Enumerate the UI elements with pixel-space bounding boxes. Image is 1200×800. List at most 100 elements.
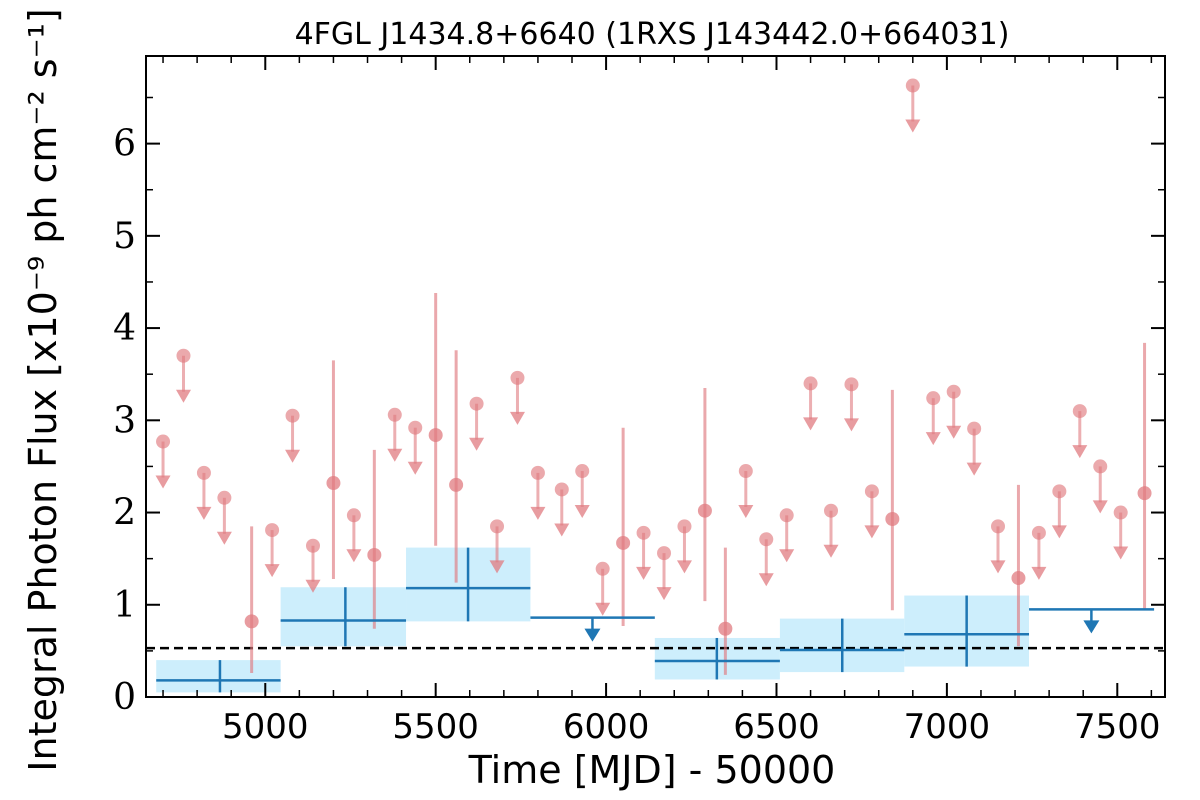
fine-upper-limit-arrow [530, 506, 546, 520]
fine-upper-limit-point [905, 78, 920, 93]
fine-upper-limit-arrow [407, 461, 423, 475]
fine-upper-limit-arrow [574, 505, 590, 519]
fine-upper-limit-point [803, 376, 818, 391]
x-tick-label: 6000 [563, 707, 650, 747]
plot-frame [145, 55, 1166, 698]
fine-upper-limit-point [926, 391, 941, 406]
fine-upper-limit-arrow [1031, 566, 1047, 580]
fine-upper-limit-point [864, 484, 879, 499]
y-tick-label: 2 [113, 493, 136, 534]
fine-upper-limit-point [946, 384, 961, 399]
fine-data-point [1011, 571, 1026, 586]
coarse-bin-band [280, 587, 407, 647]
fine-upper-limit-arrow [966, 462, 982, 476]
fine-upper-limit-point [1031, 525, 1046, 540]
coarse-bin-band [156, 660, 281, 693]
fine-upper-limit-arrow [346, 549, 362, 563]
axis-tick-labels: 5000 5500 6000 6500 7000 7500 0 1 2 3 4 5 6 [113, 124, 1160, 747]
coarse-upper-limit-arrow [584, 628, 601, 642]
x-axis-label: Time [MJD] - 50000 [468, 748, 836, 792]
fine-upper-limit-point [636, 525, 651, 540]
fine-upper-limit-arrow [305, 579, 321, 593]
fine-upper-limit-point [595, 561, 610, 576]
fine-data-point [244, 614, 259, 629]
fine-data-point [1137, 486, 1152, 501]
fine-upper-limit-point [530, 465, 545, 480]
fine-upper-limit-point [824, 503, 839, 518]
fine-upper-limit-arrow [676, 560, 692, 574]
fine-data-point [367, 547, 382, 562]
x-tick-label: 7500 [1074, 707, 1161, 747]
fine-upper-limit-arrow [1072, 445, 1088, 459]
fine-upper-limit-arrow [990, 560, 1006, 574]
y-axis-label: Integral Photon Flux [x10⁻⁹ ph cm⁻² s⁻¹] [21, 8, 65, 771]
fine-upper-limit-point [156, 434, 171, 449]
axis-ticks [146, 56, 1165, 698]
fine-upper-limit-arrow [636, 566, 652, 580]
fine-upper-limit-point [196, 465, 211, 480]
y-tick-label: 1 [113, 585, 136, 626]
fine-upper-limit-arrow [175, 389, 191, 403]
fine-upper-limit-arrow [489, 560, 505, 574]
fine-upper-limit-arrow [758, 573, 774, 587]
fine-upper-limit-arrow [864, 525, 880, 539]
fine-upper-limit-arrow [905, 119, 921, 133]
fine-upper-limit-point [575, 464, 590, 479]
coarse-upper-limit-arrow [1083, 620, 1100, 634]
fine-upper-limit-arrow [155, 475, 171, 489]
fine-upper-limit-arrow [595, 602, 611, 616]
fine-upper-limit-point [265, 523, 280, 538]
fine-upper-limit-point [387, 407, 402, 422]
fine-upper-limit-arrow [509, 411, 525, 425]
fine-upper-limit-point [176, 348, 191, 363]
fine-upper-limit-point [490, 519, 505, 534]
fine-upper-limit-point [991, 519, 1006, 534]
fine-upper-limit-arrow [554, 523, 570, 537]
fine-data-point [885, 511, 900, 526]
fine-upper-limit-arrow [843, 418, 859, 432]
fine-upper-limit-point [677, 519, 692, 534]
y-tick-label: 5 [113, 216, 136, 257]
fine-upper-limit-arrow [925, 432, 941, 446]
chart-title: 4FGL J1434.8+6640 (1RXS J143442.0+664031… [295, 17, 1010, 52]
fine-upper-limit-arrow [1113, 546, 1129, 560]
fine-upper-limit-point [967, 421, 982, 436]
fine-upper-limit-arrow [216, 531, 232, 545]
fine-upper-limit-arrow [779, 549, 795, 563]
fine-upper-limit-point [285, 408, 300, 423]
fine-upper-limit-point [759, 532, 774, 547]
x-tick-label: 6500 [733, 707, 820, 747]
x-tick-label: 5000 [222, 707, 309, 747]
fine-upper-limit-arrow [946, 425, 962, 439]
fine-upper-limit-point [779, 508, 794, 523]
fine-data-point [697, 503, 712, 518]
fine-upper-limit-point [738, 464, 753, 479]
fine-data-point [428, 428, 443, 443]
fine-upper-limit-point [469, 396, 484, 411]
fine-upper-limit-arrow [196, 506, 212, 520]
fine-upper-limit-point [1113, 505, 1128, 520]
coarse-bin-series [156, 547, 1155, 693]
fine-bin-series [155, 78, 1152, 675]
fine-data-point [326, 476, 341, 491]
fine-upper-limit-arrow [656, 587, 672, 601]
fine-upper-limit-arrow [387, 448, 403, 462]
fine-upper-limit-arrow [823, 544, 839, 558]
fine-upper-limit-point [1052, 484, 1067, 499]
fine-upper-limit-point [408, 420, 423, 435]
fine-upper-limit-arrow [1092, 500, 1108, 514]
fine-upper-limit-point [1093, 459, 1108, 474]
fine-upper-limit-arrow [469, 437, 485, 451]
fine-data-point [616, 535, 631, 550]
fine-upper-limit-point [657, 546, 672, 561]
fine-upper-limit-arrow [264, 564, 280, 578]
y-tick-label: 0 [113, 677, 136, 718]
fine-upper-limit-point [217, 490, 232, 505]
fine-upper-limit-point [844, 377, 859, 392]
fine-upper-limit-arrow [738, 505, 754, 519]
y-tick-label: 6 [113, 124, 136, 165]
fine-upper-limit-point [510, 370, 525, 385]
y-tick-label: 3 [113, 400, 136, 441]
fine-upper-limit-arrow [285, 449, 301, 463]
